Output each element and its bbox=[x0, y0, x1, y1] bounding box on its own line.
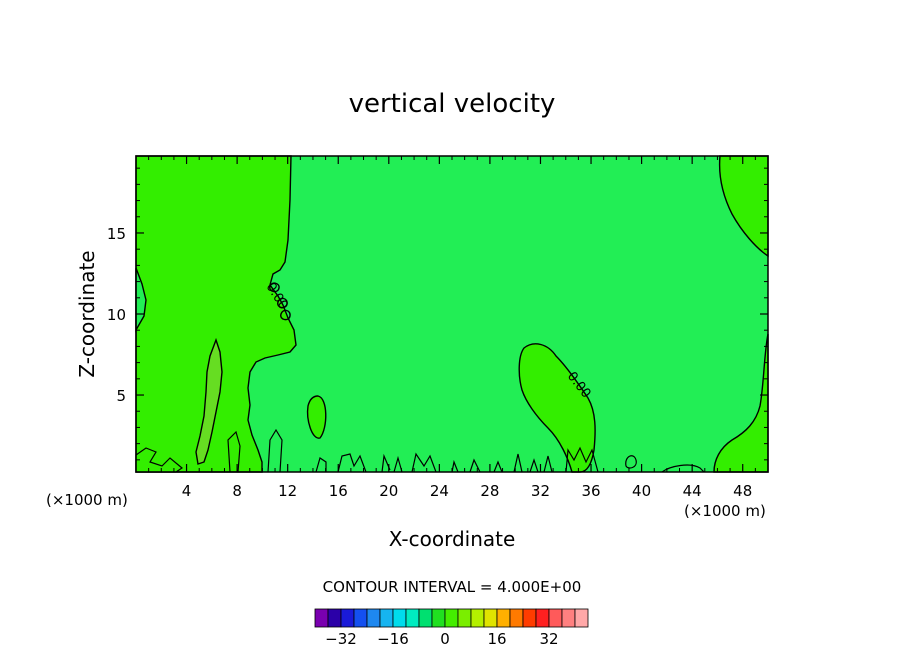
x-tick-label: 12 bbox=[278, 482, 297, 500]
y-tick-label: 10 bbox=[107, 306, 126, 324]
colorbar-tick-label: −16 bbox=[377, 630, 409, 648]
colorbar-swatch bbox=[535, 608, 550, 628]
colorbar-swatch bbox=[379, 608, 394, 628]
x-tick-label: 48 bbox=[733, 482, 752, 500]
x-tick-label: 36 bbox=[581, 482, 600, 500]
contour-loop bbox=[277, 297, 288, 309]
contour-loop bbox=[280, 309, 291, 321]
x-axis-label: X-coordinate bbox=[389, 527, 516, 551]
contour-noise bbox=[513, 453, 553, 473]
chart-title: vertical velocity bbox=[349, 89, 556, 119]
contour-loop bbox=[269, 282, 280, 293]
updraft-region-left bbox=[135, 155, 297, 473]
x-tick-label: 32 bbox=[531, 482, 550, 500]
y-tick-label: 15 bbox=[107, 225, 126, 243]
x-axis-ticks: 4 8 12 16 20 24 28 32 36 40 44 48 bbox=[148, 156, 756, 500]
updraft-region-right bbox=[718, 155, 769, 258]
colorbar-swatch bbox=[470, 608, 485, 628]
colorbar-tick-label: 32 bbox=[539, 630, 558, 648]
contour-noise bbox=[565, 446, 599, 473]
colorbar-swatch bbox=[431, 608, 446, 628]
x-unit-label-right: (×1000 m) bbox=[684, 502, 766, 520]
colorbar-swatch bbox=[574, 608, 589, 628]
x-tick-label: 4 bbox=[182, 482, 192, 500]
colorbar-swatch bbox=[444, 608, 459, 628]
contour-interval-text: CONTOUR INTERVAL = 4.000E+00 bbox=[323, 578, 582, 596]
plot-area: 0.00 0.00 bbox=[135, 155, 769, 473]
x-tick-label: 44 bbox=[683, 482, 702, 500]
contour-noise bbox=[451, 458, 503, 473]
colorbar-swatch bbox=[314, 608, 329, 628]
contour-noise bbox=[661, 464, 705, 473]
colorbar-swatch bbox=[483, 608, 498, 628]
updraft-region-mid bbox=[518, 343, 596, 473]
x-tick-label: 24 bbox=[430, 482, 449, 500]
colorbar-swatch bbox=[457, 608, 472, 628]
updraft-core bbox=[195, 337, 223, 465]
colorbar: −32 −16 0 16 32 bbox=[314, 608, 589, 648]
contour-noise bbox=[267, 428, 283, 473]
contour-noise bbox=[381, 452, 437, 473]
colorbar-tick-label: 16 bbox=[487, 630, 506, 648]
colorbar-tick-label: 0 bbox=[440, 630, 450, 648]
colorbar-tick-label: −32 bbox=[325, 630, 357, 648]
colorbar-swatch bbox=[496, 608, 511, 628]
x-tick-label: 16 bbox=[329, 482, 348, 500]
colorbar-swatch bbox=[561, 608, 576, 628]
y-axis-label: Z-coordinate bbox=[75, 250, 99, 377]
updraft-blob bbox=[306, 395, 327, 439]
x-tick-label: 8 bbox=[232, 482, 242, 500]
contour-noise bbox=[625, 455, 637, 469]
colorbar-swatch bbox=[418, 608, 433, 628]
colorbar-swatch bbox=[405, 608, 420, 628]
colorbar-swatch bbox=[353, 608, 368, 628]
colorbar-swatch bbox=[340, 608, 355, 628]
colorbar-swatch bbox=[392, 608, 407, 628]
x-tick-label: 40 bbox=[632, 482, 651, 500]
y-tick-label: 5 bbox=[116, 387, 126, 405]
colorbar-swatch bbox=[327, 608, 342, 628]
x-tick-label: 28 bbox=[480, 482, 499, 500]
x-tick-label: 20 bbox=[379, 482, 398, 500]
contour-noise bbox=[337, 453, 367, 473]
contour-noise bbox=[315, 457, 327, 473]
colorbar-swatch bbox=[509, 608, 524, 628]
colorbar-swatch bbox=[548, 608, 563, 628]
contour-noise bbox=[227, 430, 241, 473]
colorbar-swatch bbox=[522, 608, 537, 628]
x-unit-label-left: (×1000 m) bbox=[46, 491, 128, 509]
colorbar-swatch bbox=[366, 608, 381, 628]
updraft-region-right-low bbox=[713, 333, 769, 473]
y-axis-ticks: 5 10 15 bbox=[107, 167, 768, 461]
